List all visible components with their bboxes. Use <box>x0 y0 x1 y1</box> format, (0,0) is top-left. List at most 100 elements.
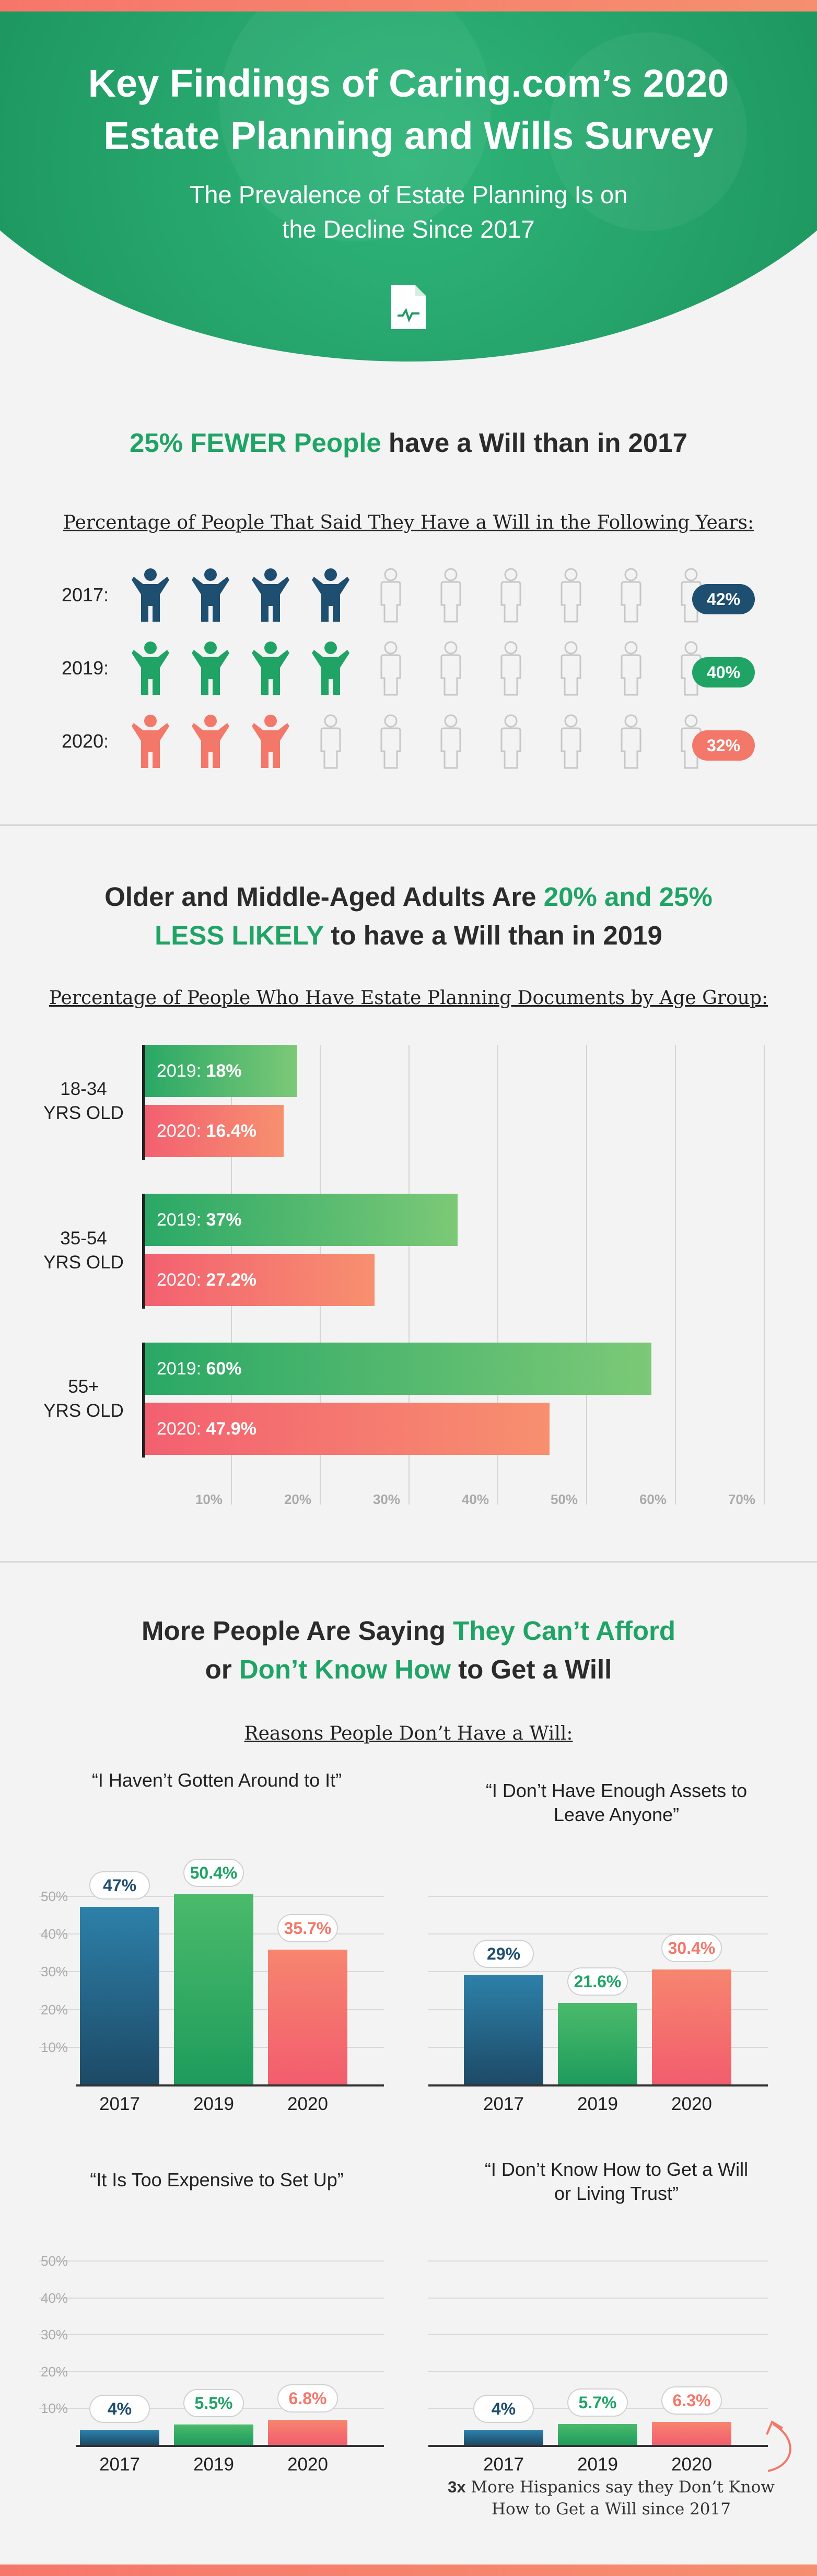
bar-series-label: 2020: <box>157 1419 206 1439</box>
x-category-label: 2017 <box>99 2094 140 2114</box>
subtitle-line: The Prevalence of Estate Planning Is on <box>189 181 628 208</box>
y-tick-label: 40% <box>41 1926 68 1942</box>
person-filled-icon <box>252 642 289 695</box>
bar-2020: 2020: 47.9% <box>145 1403 550 1455</box>
x-category-label: 2017 <box>483 2454 524 2475</box>
bar-2017 <box>464 1975 543 2084</box>
page-subtitle: The Prevalence of Estate Planning Is on … <box>0 178 817 247</box>
gridline <box>428 2371 768 2372</box>
person-filled-icon <box>132 568 169 622</box>
x-category-label: 2020 <box>287 2094 328 2114</box>
x-category-label: 2020 <box>671 2094 712 2114</box>
person-outline-icon <box>380 641 401 696</box>
person-outline-icon <box>440 641 461 696</box>
y-tick-label: 40% <box>41 2290 68 2306</box>
section2-chart-subtitle: Percentage of People Who Have Estate Pla… <box>49 987 768 1009</box>
gridline <box>586 1045 587 1505</box>
bar-value-label: 50.4% <box>183 1858 244 1887</box>
headline-highlight: Don’t Know How <box>239 1654 451 1684</box>
x-category-label: 2019 <box>193 2454 234 2475</box>
age-range: 18-34 <box>60 1079 107 1099</box>
person-outline-icon <box>320 714 341 769</box>
percentage-badge: 32% <box>692 730 755 761</box>
age-group-label: 35-54 YRS OLD <box>31 1227 136 1275</box>
bar-2017 <box>464 2430 543 2445</box>
header-banner: Key Findings of Caring.com’s 2020 Estate… <box>0 11 817 372</box>
headline-text: More People Are Saying <box>141 1616 453 1646</box>
x-tick-label: 10% <box>195 1491 223 1507</box>
gridline <box>39 2371 384 2372</box>
people-row: 2020: 32% <box>0 709 817 772</box>
bar-value-label: 47.9% <box>206 1419 256 1439</box>
people-row: 2017: 42% <box>0 563 817 626</box>
age-suffix: YRS OLD <box>43 1103 124 1123</box>
mini-chart-title: “I Don’t Know How to Get a Will or Livin… <box>484 2159 749 2204</box>
curved-arrow-icon <box>766 2420 791 2472</box>
gridline <box>428 1895 768 1897</box>
bar-value-label: 35.7% <box>277 1914 338 1943</box>
headline-text: or <box>205 1654 239 1684</box>
section1-chart-subtitle: Percentage of People That Said They Have… <box>63 512 754 533</box>
x-tick-label: 50% <box>550 1491 578 1507</box>
x-axis-line <box>76 2084 384 2087</box>
bar-2020 <box>268 2420 347 2445</box>
gridline <box>428 2334 768 2336</box>
person-filled-icon <box>132 642 169 695</box>
x-category-label: 2017 <box>483 2094 524 2114</box>
section3-chart-subtitle: Reasons People Don’t Have a Will: <box>244 1723 573 1744</box>
bar-2020 <box>652 1969 731 2084</box>
bar-series-label: 2020: <box>157 1270 206 1290</box>
bar-value-label: 29% <box>473 1939 534 1968</box>
gridline <box>764 1045 765 1505</box>
headline-text: to Get a Will <box>450 1654 612 1684</box>
x-category-label: 2017 <box>99 2454 140 2475</box>
person-outline-icon <box>500 714 521 769</box>
bar-2019 <box>558 2423 637 2445</box>
bar-value-label: 60% <box>206 1359 242 1379</box>
x-tick-label: 30% <box>372 1491 401 1507</box>
title-line: Estate Planning and Wills Survey <box>103 114 714 157</box>
bar-2020 <box>652 2421 731 2445</box>
person-outline-icon <box>440 714 461 769</box>
bar-value-label: 6.3% <box>661 2386 722 2415</box>
mini-chart-title: “It Is Too Expensive to Set Up” <box>90 2169 344 2190</box>
bar-series-label: 2019: <box>157 1210 206 1230</box>
section1-headline: 25% FEWER People have a Will than in 201… <box>0 427 817 458</box>
row-year-label: 2019: <box>62 657 109 679</box>
headline-text: Older and Middle-Aged Adults Are <box>104 882 544 912</box>
person-filled-icon <box>192 568 229 622</box>
y-tick-label: 20% <box>41 2363 68 2380</box>
person-outline-icon <box>500 641 521 696</box>
page-title: Key Findings of Caring.com’s 2020 Estate… <box>0 57 817 162</box>
x-tick-label: 60% <box>639 1491 667 1507</box>
y-tick-label: 50% <box>41 2253 68 2269</box>
gridline <box>428 1933 768 1935</box>
y-axis-line <box>142 1194 145 1309</box>
gridline <box>497 1045 498 1505</box>
bar-2019: 2019: 37% <box>145 1194 458 1246</box>
people-row: 2019: 40% <box>0 636 817 699</box>
headline-text: have a Will than in 2017 <box>381 428 688 458</box>
person-outline-icon <box>440 568 461 623</box>
person-filled-icon <box>132 715 169 768</box>
headline-text: to have a Will than in 2019 <box>323 920 662 950</box>
age-suffix: YRS OLD <box>43 1252 124 1273</box>
person-filled-icon <box>252 568 289 622</box>
bar-2019: 2019: 18% <box>145 1045 297 1097</box>
bar-value-label: 5.5% <box>183 2389 244 2418</box>
subtitle-line: the Decline Since 2017 <box>282 215 535 243</box>
person-outline-icon <box>500 568 521 623</box>
gridline <box>39 2334 384 2336</box>
title-line: Key Findings of Caring.com’s 2020 <box>88 62 729 105</box>
person-filled-icon <box>312 642 349 695</box>
document-icon <box>391 285 426 329</box>
section-divider <box>0 824 817 826</box>
bar-2020: 2020: 16.4% <box>145 1105 284 1157</box>
x-axis-line <box>428 2445 768 2447</box>
bottom-accent-bar <box>0 2565 817 2576</box>
headline-highlight: They Can’t Afford <box>453 1616 676 1646</box>
bar-value-label: 18% <box>206 1061 242 1081</box>
bar-2019 <box>174 2425 253 2445</box>
bar-series-label: 2019: <box>157 1359 206 1379</box>
headline-highlight: LESS LIKELY <box>155 920 324 950</box>
